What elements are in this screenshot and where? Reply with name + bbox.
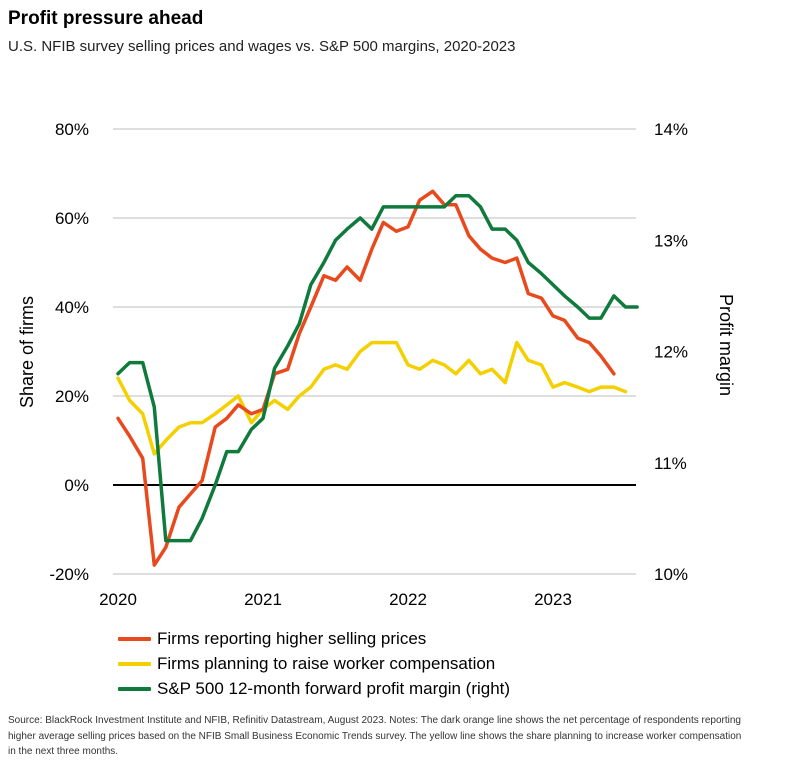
x-tick-label: 2021 [244, 590, 282, 609]
y-tick-label-right: 13% [654, 231, 688, 250]
y-tick-label-left: -20% [49, 565, 89, 584]
line-chart: -20%0%20%40%60%80% 10%11%12%13%14% 2020 2… [17, 120, 736, 609]
y-tick-label-left: 40% [55, 298, 89, 317]
x-tick-label: 2023 [534, 590, 572, 609]
worker-compensation-line [116, 340, 628, 456]
chart-subtitle: U.S. NFIB survey selling prices and wage… [8, 38, 516, 55]
chart-title: Profit pressure ahead [8, 8, 204, 29]
legend-item-selling-prices: Firms reporting higher selling prices [118, 626, 510, 651]
left-axis-ticks: -20% 0% 20% 40% 60% 80% [49, 120, 89, 584]
y-tick-label-right: 12% [654, 343, 688, 362]
y-axis-label-left: Share of firms [17, 296, 37, 408]
profit-margin-line [116, 193, 639, 543]
y-tick-label-left: 20% [55, 387, 89, 406]
x-tick-label: 2022 [389, 590, 427, 609]
right-axis-ticks: 10% 11% 12% 13% 14% [654, 120, 688, 584]
x-tick-label: 2020 [99, 590, 137, 609]
y-tick-label-right: 14% [654, 120, 688, 139]
legend-label-selling-prices: Firms reporting higher selling prices [157, 628, 427, 648]
y-tick-label-left: 0% [64, 476, 89, 495]
legend-label-profit-margin: S&P 500 12-month forward profit margin (… [157, 678, 511, 698]
legend-swatch-worker-compensation [118, 661, 151, 666]
legend-item-worker-compensation: Firms planning to raise worker compensat… [118, 651, 510, 676]
legend-swatch-profit-margin [118, 686, 151, 691]
legend-swatch-selling-prices [118, 636, 151, 641]
y-axis-label-right: Profit margin [716, 294, 736, 396]
gridlines [113, 128, 636, 575]
y-tick-label-right: 10% [654, 565, 688, 584]
y-tick-label-left: 80% [55, 120, 89, 139]
series-lines [116, 189, 639, 567]
legend-label-worker-compensation: Firms planning to raise worker compensat… [157, 653, 496, 673]
x-axis-ticks: 2020 2021 2022 2023 [99, 590, 572, 609]
y-tick-label-left: 60% [55, 209, 89, 228]
legend-item-profit-margin: S&P 500 12-month forward profit margin (… [118, 676, 510, 701]
source-note: Source: BlackRock Investment Institute a… [8, 715, 742, 757]
y-tick-label-right: 11% [654, 454, 687, 473]
selling-prices-line [116, 189, 616, 567]
legend: Firms reporting higher selling prices Fi… [118, 626, 510, 701]
